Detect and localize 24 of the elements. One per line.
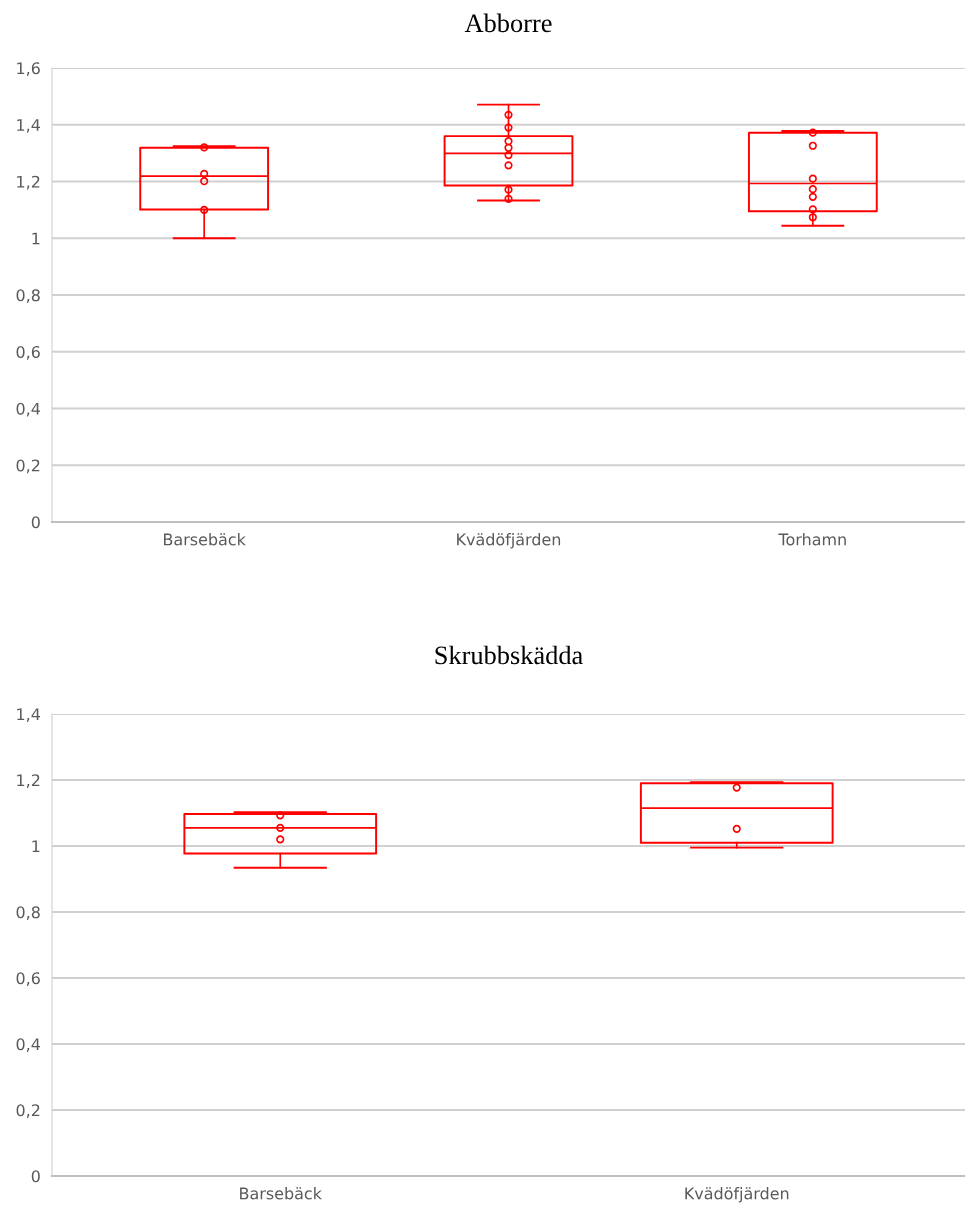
chart-title: Abborre bbox=[464, 13, 552, 33]
y-tick-label: 1,6 bbox=[17, 62, 40, 76]
y-tick-label: 0,4 bbox=[16, 1038, 40, 1052]
y-tick-label: 1,2 bbox=[17, 774, 40, 788]
y-tick-label: 0,4 bbox=[16, 402, 40, 417]
x-tick-label: Kvädöfjärden bbox=[685, 1187, 789, 1203]
x-tick-label: Kvädöfjärden bbox=[457, 533, 561, 549]
y-tick-label: 0,2 bbox=[16, 1104, 40, 1118]
y-tick-label: 1 bbox=[32, 232, 40, 245]
x-tick-label: Barsebäck bbox=[240, 1187, 322, 1200]
x-tick-label: Torhamn bbox=[778, 533, 846, 546]
y-tick-label: 1,4 bbox=[17, 708, 40, 722]
y-tick-label: 0 bbox=[31, 1170, 40, 1183]
y-tick-label: 1 bbox=[32, 840, 40, 853]
y-tick-label: 1,4 bbox=[17, 119, 40, 133]
y-tick-label: 0,8 bbox=[16, 906, 40, 920]
y-tick-label: 0,6 bbox=[16, 345, 40, 360]
y-tick-label: 1,2 bbox=[17, 175, 40, 190]
y-tick-label: 0 bbox=[31, 516, 40, 529]
y-tick-label: 0,2 bbox=[16, 459, 40, 474]
chart-title: Skrubbskädda bbox=[435, 645, 583, 665]
y-tick-label: 0,6 bbox=[16, 972, 40, 986]
x-tick-label: Barsebäck bbox=[164, 533, 246, 546]
y-tick-label: 0,8 bbox=[16, 289, 40, 303]
